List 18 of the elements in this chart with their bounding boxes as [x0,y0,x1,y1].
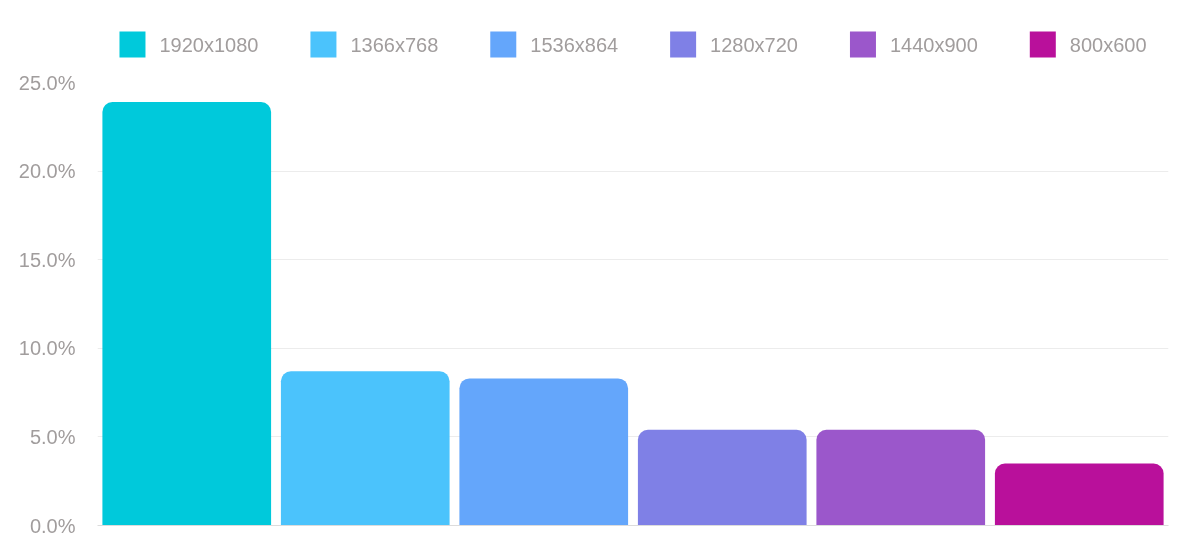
y-tick-label: 10.0% [18,337,76,360]
bar [994,463,1164,526]
bar [102,101,272,526]
bar [280,371,450,526]
legend-label: 1280x720 [710,33,798,56]
bar [637,429,807,526]
legend-label: 1536x864 [530,33,619,56]
y-tick-label: 5.0% [29,425,76,448]
legend-label: 1440x900 [889,33,978,56]
y-tick-label: 15.0% [18,248,76,271]
legend-label: 800x600 [1069,33,1147,56]
legend-label: 1366x768 [350,33,439,56]
y-tick-label: 20.0% [18,160,76,183]
y-tick-label: 25.0% [18,71,76,94]
bar [459,378,629,526]
legend-label: 1920x1080 [159,33,259,56]
bar [816,429,986,526]
y-tick-label: 0.0% [29,514,76,537]
